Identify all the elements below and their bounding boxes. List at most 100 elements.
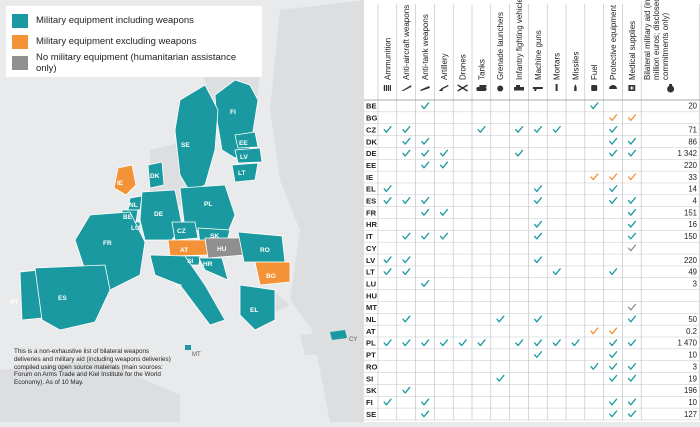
check-mark-icon (421, 197, 430, 204)
check-mark-icon (627, 374, 637, 382)
table-row: PL 1 470 (366, 339, 698, 348)
row-aid-value: 220 (684, 161, 698, 170)
column-header: Fuel (590, 64, 599, 80)
check-mark-icon (383, 197, 392, 204)
north-africa (0, 360, 180, 422)
map-label-LT: LT (238, 170, 245, 177)
row-country-code: FI (366, 398, 373, 407)
fuel-icon (591, 85, 598, 91)
table-row: FI 10 (366, 398, 698, 407)
column-header: Infantry fighting vehicles (515, 0, 524, 80)
check-mark-icon (609, 149, 618, 157)
row-country-code: SI (366, 374, 373, 383)
table-row: LU 3 (366, 279, 697, 288)
country-NL (127, 195, 143, 211)
row-country-code: BE (366, 102, 377, 111)
non-eu-east (270, 0, 366, 422)
check-mark-icon (627, 208, 637, 216)
check-mark-icon (609, 327, 618, 335)
map-label-HR: HR (203, 261, 213, 268)
legend-label: Military equipment including weapons (36, 15, 194, 26)
medical-icon (628, 85, 636, 91)
legend-swatch (12, 55, 28, 70)
legend-item-humanitarian: No military equipment (humanitarian assi… (12, 52, 256, 74)
check-mark-icon (533, 351, 543, 359)
aid-table: Ammunition Anti-aircraft weapons Anti-tank… (364, 0, 700, 422)
row-country-code: IT (366, 232, 373, 241)
column-header: Drones (459, 54, 468, 80)
check-mark-icon (590, 102, 599, 110)
country-CZ (171, 221, 199, 241)
check-mark-icon (609, 268, 618, 276)
row-country-code: DK (366, 137, 377, 146)
check-mark-icon (552, 268, 561, 276)
check-mark-icon (421, 339, 430, 347)
check-mark-icon (402, 315, 411, 323)
source-note: This is a non-exhaustive list of bilater… (14, 348, 171, 387)
check-mark-icon (402, 137, 411, 145)
check-mark-icon (421, 102, 430, 110)
check-mark-icon (571, 339, 580, 347)
check-mark-icon (627, 315, 637, 323)
check-mark-icon (421, 161, 430, 169)
missile-icon (574, 84, 577, 91)
check-mark-icon (402, 125, 411, 133)
check-mark-icon (533, 315, 543, 323)
row-aid-value: 4 (693, 197, 698, 206)
check-mark-icon (383, 125, 392, 133)
column-header: Anti-tank weapons (421, 14, 430, 80)
check-mark-icon (515, 125, 524, 133)
country-LT (231, 162, 259, 183)
row-aid-value: 19 (688, 374, 697, 383)
map-label-DE: DE (154, 211, 164, 218)
check-mark-icon (421, 232, 430, 240)
check-mark-icon (402, 386, 411, 394)
check-mark-icon (439, 149, 449, 157)
row-aid-value: 86 (688, 137, 697, 146)
table-row: DE 1 342 (366, 149, 697, 158)
row-aid-value: 16 (688, 220, 697, 229)
row-country-code: RO (366, 362, 377, 371)
drone-icon (457, 84, 468, 92)
row-country-code: NL (366, 315, 376, 324)
check-mark-icon (402, 268, 411, 276)
row-country-code: PL (366, 339, 376, 348)
row-aid-value: 1 470 (677, 339, 697, 348)
check-mark-icon (383, 398, 392, 406)
check-mark-icon (383, 339, 392, 347)
column-header: Medical supplies (628, 21, 637, 80)
check-mark-icon (533, 125, 543, 133)
table-row: BE 20 (366, 102, 698, 111)
check-mark-icon (496, 374, 505, 382)
mortar-icon (555, 84, 558, 91)
check-mark-icon (609, 410, 618, 418)
country-CY (330, 330, 347, 340)
money-bag-icon (667, 84, 675, 93)
country-EL (239, 284, 276, 331)
ammo-icon (383, 85, 391, 91)
check-mark-icon (609, 351, 618, 359)
column-header: Protective equipment (609, 4, 618, 80)
check-mark-icon (627, 114, 637, 122)
country-IE (113, 164, 137, 196)
table-row: EE 220 (366, 161, 698, 170)
check-mark-icon (477, 339, 486, 347)
row-aid-value: 1 342 (677, 149, 697, 158)
table-row: CY (366, 244, 637, 253)
check-mark-icon (421, 137, 430, 145)
check-mark-icon (627, 244, 637, 252)
row-country-code: HR (366, 220, 377, 229)
column-header-line: million euros; disclosed (652, 0, 661, 80)
row-country-code: EE (366, 161, 376, 170)
check-mark-icon (552, 125, 561, 133)
table-row: PT 10 (366, 351, 698, 360)
country-LV (234, 147, 263, 164)
tank-icon (476, 85, 487, 91)
legend: Military equipment including weapons Mil… (6, 6, 262, 77)
row-aid-value: 71 (688, 125, 697, 134)
table-row: HU (366, 291, 377, 300)
map-label-DK: DK (150, 173, 160, 180)
column-header: Ammunition (383, 38, 392, 80)
check-mark-icon (421, 410, 430, 418)
check-mark-icon (627, 137, 637, 145)
